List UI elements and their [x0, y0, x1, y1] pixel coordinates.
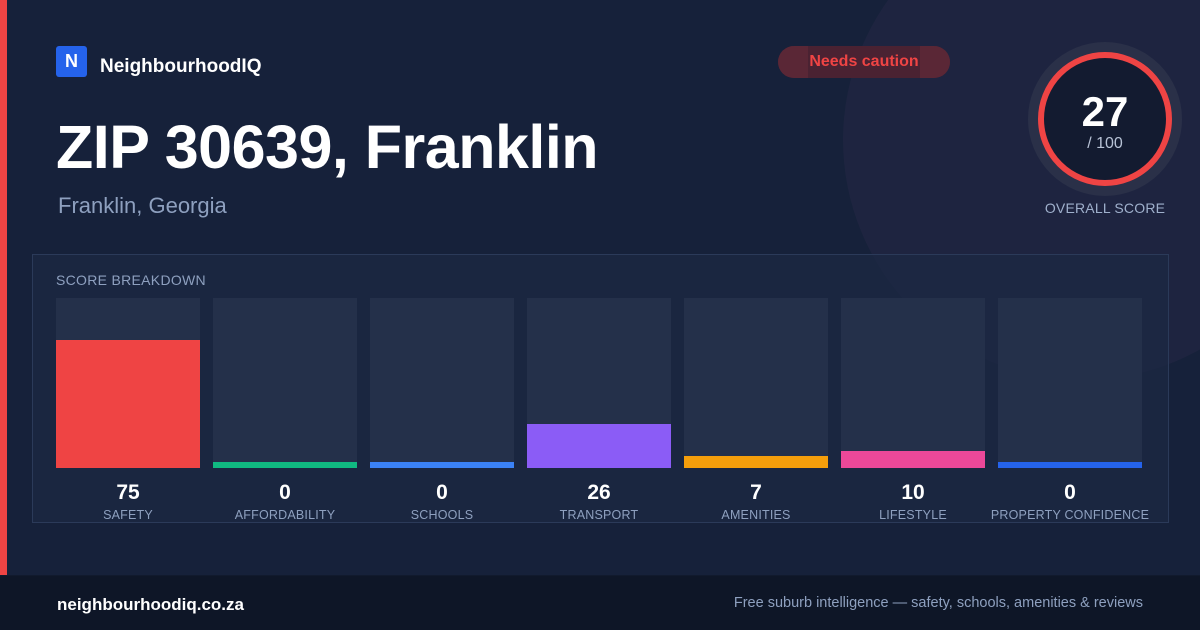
overall-score-caption: OVERALL SCORE	[1044, 200, 1166, 216]
bar-fill	[213, 462, 357, 468]
bar-track	[527, 298, 671, 468]
brand[interactable]: N NeighbourhoodIQ	[56, 45, 261, 77]
bar-fill	[56, 340, 200, 468]
bar-value: 0	[436, 481, 448, 504]
bar-fill	[527, 424, 671, 468]
score-breakdown-title: SCORE BREAKDOWN	[56, 272, 206, 288]
page-title: ZIP 30639, Franklin	[56, 113, 599, 181]
left-accent-bar	[0, 0, 7, 575]
bar-value: 7	[750, 481, 762, 504]
bar-value: 0	[1064, 481, 1076, 504]
bar-track	[998, 298, 1142, 468]
score-bar-schools: 0 SCHOOLS	[370, 298, 514, 522]
status-badge-label: Needs caution	[809, 53, 919, 70]
bar-label: SCHOOLS	[410, 508, 474, 522]
bar-track	[841, 298, 985, 468]
overall-score-value: 27	[1081, 88, 1129, 135]
bar-track	[213, 298, 357, 468]
footer-tagline: Free suburb intelligence — safety, schoo…	[733, 595, 1143, 611]
footer-site-link[interactable]: neighbourhoodiq.co.za	[57, 595, 244, 614]
brand-name: NeighbourhoodIQ	[100, 56, 262, 77]
bar-value: 10	[901, 481, 925, 504]
bar-value: 0	[279, 481, 291, 504]
bar-fill	[370, 462, 514, 468]
score-bar-safety: 75 SAFETY	[56, 298, 200, 522]
bar-fill	[998, 462, 1142, 468]
bar-label: TRANSPORT	[559, 508, 639, 522]
status-badge: Needs caution	[778, 46, 950, 78]
bar-label: SAFETY	[103, 508, 153, 522]
score-bar-amenities: 7 AMENITIES	[684, 298, 828, 522]
footer: neighbourhoodiq.co.za Free suburb intell…	[0, 575, 1200, 630]
bar-track	[370, 298, 514, 468]
bar-value: 26	[587, 481, 611, 504]
overall-score-max: / 100	[1087, 135, 1123, 152]
bar-fill	[841, 451, 985, 468]
overall-score-ring: 27 / 100	[1028, 42, 1182, 196]
overall-score-ring-inner: 27 / 100	[1038, 52, 1172, 186]
bar-value: 75	[116, 481, 140, 504]
score-bar-property-confidence: 0 PROPERTY CONFIDENCE	[991, 298, 1149, 522]
bar-label: LIFESTYLE	[879, 508, 947, 522]
bar-track	[684, 298, 828, 468]
score-breakdown-bars: 75 SAFETY 0 AFFORDABILITY 0 SCHOOLS 26 TRANSPOR…	[56, 298, 1149, 522]
score-bar-transport: 26 TRANSPORT	[527, 298, 671, 522]
bar-fill	[684, 456, 828, 468]
bar-label: AFFORDABILITY	[234, 508, 336, 522]
score-breakdown-panel: SCORE BREAKDOWN 75 SAFETY 0 AFFORDABILITY 0 S…	[32, 254, 1169, 523]
bar-track	[56, 298, 200, 468]
brand-logo-icon: N	[56, 45, 87, 77]
bar-label: PROPERTY CONFIDENCE	[990, 508, 1150, 522]
score-bar-lifestyle: 10 LIFESTYLE	[841, 298, 985, 522]
bar-label: AMENITIES	[721, 508, 791, 522]
score-bar-affordability: 0 AFFORDABILITY	[213, 298, 357, 522]
location-subtitle: Franklin, Georgia	[58, 193, 227, 218]
